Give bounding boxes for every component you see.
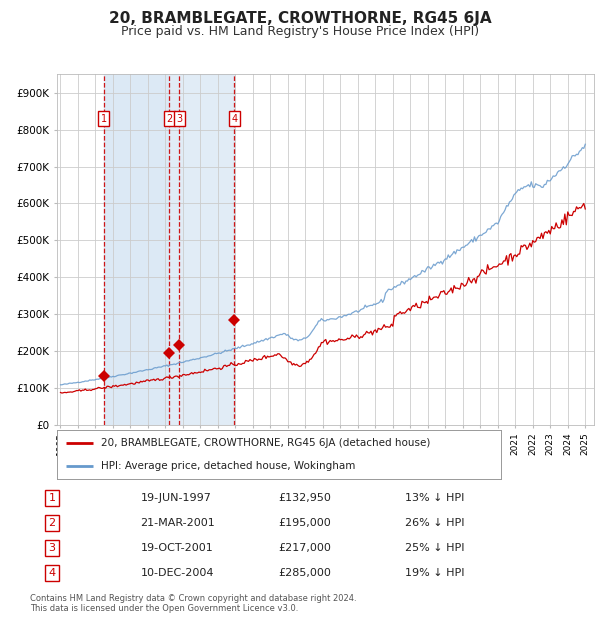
Text: 25% ↓ HPI: 25% ↓ HPI bbox=[406, 543, 465, 553]
Text: 10-DEC-2004: 10-DEC-2004 bbox=[140, 568, 214, 578]
Text: £195,000: £195,000 bbox=[278, 518, 331, 528]
Bar bbox=[104, 74, 169, 425]
Text: 20, BRAMBLEGATE, CROWTHORNE, RG45 6JA: 20, BRAMBLEGATE, CROWTHORNE, RG45 6JA bbox=[109, 11, 491, 26]
Text: Price paid vs. HM Land Registry's House Price Index (HPI): Price paid vs. HM Land Registry's House … bbox=[121, 25, 479, 38]
Text: 13% ↓ HPI: 13% ↓ HPI bbox=[406, 493, 465, 503]
Text: 2: 2 bbox=[49, 518, 56, 528]
Text: 1: 1 bbox=[49, 493, 56, 503]
Text: Contains HM Land Registry data © Crown copyright and database right 2024.
This d: Contains HM Land Registry data © Crown c… bbox=[30, 594, 356, 613]
Text: 3: 3 bbox=[49, 543, 56, 553]
Text: £132,950: £132,950 bbox=[278, 493, 331, 503]
Text: 26% ↓ HPI: 26% ↓ HPI bbox=[406, 518, 465, 528]
Text: 4: 4 bbox=[49, 568, 56, 578]
Text: 1: 1 bbox=[101, 113, 107, 123]
Text: 19-OCT-2001: 19-OCT-2001 bbox=[140, 543, 213, 553]
Text: £217,000: £217,000 bbox=[278, 543, 331, 553]
Text: 19% ↓ HPI: 19% ↓ HPI bbox=[406, 568, 465, 578]
Text: 19-JUN-1997: 19-JUN-1997 bbox=[140, 493, 211, 503]
Text: 20, BRAMBLEGATE, CROWTHORNE, RG45 6JA (detached house): 20, BRAMBLEGATE, CROWTHORNE, RG45 6JA (d… bbox=[101, 438, 431, 448]
Text: HPI: Average price, detached house, Wokingham: HPI: Average price, detached house, Woki… bbox=[101, 461, 356, 471]
Text: 2: 2 bbox=[166, 113, 172, 123]
Bar bbox=[169, 74, 235, 425]
Text: £285,000: £285,000 bbox=[278, 568, 331, 578]
Text: 21-MAR-2001: 21-MAR-2001 bbox=[140, 518, 215, 528]
Text: 3: 3 bbox=[176, 113, 182, 123]
Text: 4: 4 bbox=[232, 113, 238, 123]
